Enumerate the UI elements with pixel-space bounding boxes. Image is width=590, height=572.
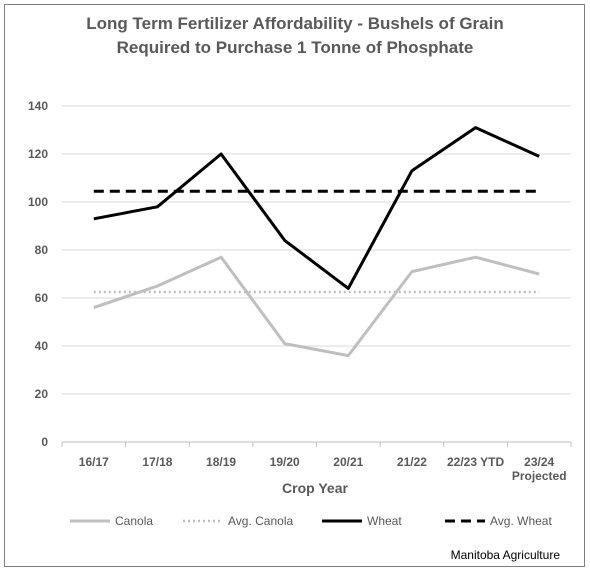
legend-label: Canola xyxy=(115,514,154,528)
y-tick-label: 20 xyxy=(35,387,49,401)
chart-title: Long Term Fertilizer Affordability - Bus… xyxy=(0,12,590,60)
y-tick-label: 40 xyxy=(35,339,49,353)
legend-item: Canola xyxy=(70,514,153,528)
legend-swatch xyxy=(322,519,362,523)
legend-item: Wheat xyxy=(322,514,402,528)
legend-label: Avg. Wheat xyxy=(490,514,552,528)
chart-legend: Canola Avg. Canola Wheat Avg. Wheat xyxy=(0,514,590,534)
legend-swatch xyxy=(183,519,223,523)
legend-item: Avg. Canola xyxy=(183,514,293,528)
x-tick-label: 17/18 xyxy=(142,455,172,469)
chart-title-line-2: Required to Purchase 1 Tonne of Phosphat… xyxy=(116,38,474,57)
y-tick-label: 0 xyxy=(41,435,48,449)
legend-label: Wheat xyxy=(367,514,402,528)
x-tick-label: 16/17 xyxy=(79,455,109,469)
x-tick-label: 18/19 xyxy=(206,455,236,469)
legend-label: Avg. Canola xyxy=(228,514,294,528)
x-axis-label: Crop Year xyxy=(282,480,348,496)
source-credit: Manitoba Agriculture xyxy=(450,548,560,562)
x-tick-label: 21/22 xyxy=(397,455,427,469)
x-tick-label: Projected xyxy=(512,469,567,483)
series-line-wheat xyxy=(93,126,540,290)
chart-title-line-1: Long Term Fertilizer Affordability - Bus… xyxy=(86,14,504,33)
legend-swatch xyxy=(445,519,485,523)
legend-item: Avg. Wheat xyxy=(445,514,552,528)
y-tick-label: 140 xyxy=(28,99,48,113)
y-tick-label: 100 xyxy=(28,195,48,209)
y-tick-label: 80 xyxy=(35,243,49,257)
x-tick-label: 20/21 xyxy=(333,455,363,469)
y-tick-label: 120 xyxy=(28,147,48,161)
x-tick-label: 23/24 xyxy=(524,455,554,469)
y-tick-label: 60 xyxy=(35,291,49,305)
legend-swatch xyxy=(70,519,110,523)
series-line-canola xyxy=(93,255,540,358)
x-tick-label: 22/23 YTD xyxy=(447,455,504,469)
chart-frame xyxy=(4,4,585,567)
x-tick-label: 19/20 xyxy=(270,455,300,469)
